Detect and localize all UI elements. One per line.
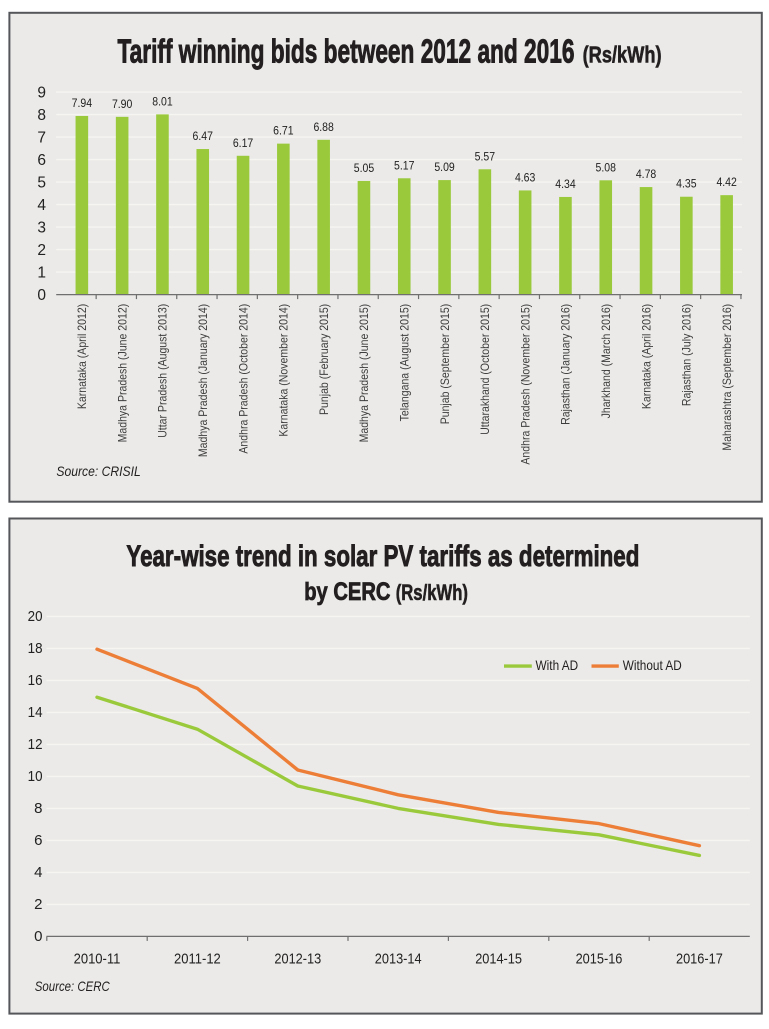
svg-text:Without AD: Without AD [623,657,682,673]
svg-text:7.94: 7.94 [72,96,93,110]
svg-text:4.35: 4.35 [676,177,697,191]
svg-text:Andhra Pradesh (November 2015): Andhra Pradesh (November 2015) [518,304,532,465]
svg-text:0: 0 [34,928,42,945]
svg-text:9: 9 [37,85,46,102]
svg-text:5.08: 5.08 [596,160,617,174]
svg-text:Andhra Pradesh (October 2014): Andhra Pradesh (October 2014) [236,304,250,454]
svg-text:1: 1 [37,265,46,282]
svg-text:Source: CERC: Source: CERC [35,978,111,994]
svg-text:0: 0 [37,287,46,304]
svg-text:6.71: 6.71 [273,124,294,138]
svg-text:8: 8 [37,107,46,124]
svg-text:14: 14 [28,704,43,721]
svg-text:Rajasthan (January 2016): Rajasthan (January 2016) [559,304,573,425]
svg-text:10: 10 [28,768,43,785]
svg-text:20: 20 [28,608,43,625]
svg-text:2015-16: 2015-16 [576,951,623,968]
svg-text:Year-wise trend in solar PV ta: Year-wise trend in solar PV tariffs as d… [126,540,639,573]
svg-text:by CERC: by CERC [304,578,390,606]
svg-text:5.57: 5.57 [475,149,496,163]
svg-text:Maharashtra (September 2016): Maharashtra (September 2016) [720,304,734,451]
svg-text:6.88: 6.88 [313,120,334,134]
svg-text:4.63: 4.63 [515,170,536,184]
svg-text:2: 2 [34,896,42,913]
svg-text:18: 18 [28,640,43,657]
svg-text:Jharkhand (March 2016): Jharkhand (March 2016) [599,304,613,419]
svg-text:Karnataka (November 2014): Karnataka (November 2014) [277,304,291,437]
svg-text:Madhya Pradesh (June 2015): Madhya Pradesh (June 2015) [357,304,371,443]
svg-text:2012-13: 2012-13 [274,951,321,968]
svg-text:3: 3 [37,220,46,237]
svg-text:6.47: 6.47 [193,129,214,143]
svg-text:4.42: 4.42 [716,175,737,189]
svg-text:8.01: 8.01 [152,94,173,108]
svg-text:Karnataka (April 2012): Karnataka (April 2012) [75,304,89,409]
svg-text:Punjab (September 2015): Punjab (September 2015) [438,304,452,425]
svg-text:5.09: 5.09 [434,160,455,174]
svg-text:4.34: 4.34 [555,177,576,191]
svg-text:4.78: 4.78 [636,167,657,181]
svg-text:Rajasthan (July 2016): Rajasthan (July 2016) [680,304,694,406]
svg-text:With AD: With AD [536,657,579,673]
svg-text:Telangana (August 2015): Telangana (August 2015) [398,304,412,422]
svg-text:2016-17: 2016-17 [676,951,723,968]
svg-text:Madhya Pradesh (January 2014): Madhya Pradesh (January 2014) [196,304,210,457]
svg-text:7.90: 7.90 [112,97,133,111]
svg-text:Punjab (February 2015): Punjab (February 2015) [317,304,331,415]
svg-text:16: 16 [28,672,43,689]
svg-text:Uttar Pradesh (August 2013): Uttar Pradesh (August 2013) [156,304,170,438]
svg-text:2010-11: 2010-11 [74,951,121,968]
svg-text:2011-12: 2011-12 [174,951,221,968]
svg-text:4: 4 [37,197,46,214]
svg-text:5.17: 5.17 [394,158,415,172]
svg-text:Source: CRISIL: Source: CRISIL [56,463,140,479]
svg-text:(Rs/kWh): (Rs/kWh) [396,580,468,605]
svg-text:(Rs/kWh): (Rs/kWh) [583,42,662,68]
svg-text:2: 2 [37,242,46,259]
svg-text:5.05: 5.05 [354,161,375,175]
svg-text:Uttarakhand (October 2015): Uttarakhand (October 2015) [478,304,492,435]
svg-text:4: 4 [34,864,42,881]
svg-text:Madhya Pradesh (June 2012): Madhya Pradesh (June 2012) [115,304,129,443]
svg-text:6: 6 [34,832,42,849]
svg-text:7: 7 [37,130,46,147]
svg-text:2013-14: 2013-14 [375,951,422,968]
svg-text:6.17: 6.17 [233,136,254,150]
svg-text:Karnataka (April 2016): Karnataka (April 2016) [639,304,653,409]
svg-text:5: 5 [37,175,46,192]
svg-text:6: 6 [37,152,46,169]
svg-text:Tariff winning bids between 20: Tariff winning bids between 2012 and 201… [118,33,575,70]
svg-text:8: 8 [34,800,42,817]
svg-text:12: 12 [28,736,43,753]
svg-text:2014-15: 2014-15 [475,951,522,968]
